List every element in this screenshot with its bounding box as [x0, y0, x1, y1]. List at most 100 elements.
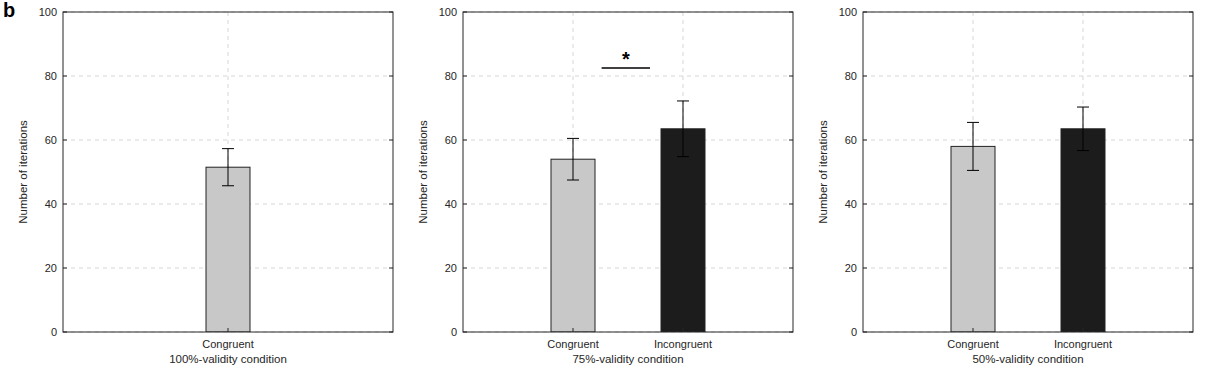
y-tick [463, 268, 467, 269]
y-tick-label: 60 [845, 134, 857, 146]
y-tick-label: 60 [445, 134, 457, 146]
error-cap [1077, 150, 1089, 151]
error-bar [1077, 107, 1089, 151]
bar [1061, 129, 1105, 332]
panel: 020406080100CongruentIncongruent50%-vali… [817, 6, 1193, 365]
y-tick-label: 80 [845, 70, 857, 82]
y-tick [1189, 76, 1193, 77]
grid-line [463, 140, 793, 141]
y-tick [63, 76, 67, 77]
error-cap [567, 138, 579, 139]
y-tick [789, 204, 793, 205]
marks [951, 107, 1105, 332]
y-tick [1189, 140, 1193, 141]
y-tick [63, 12, 67, 13]
x-tick-label: Congruent [547, 338, 598, 350]
y-tick-label: 0 [851, 326, 857, 338]
y-tick [1189, 204, 1193, 205]
y-tick-label: 0 [451, 326, 457, 338]
y-tick-label: 100 [39, 6, 57, 18]
bar [951, 146, 995, 332]
axes-frame [463, 12, 793, 332]
significance-marker: * [622, 48, 630, 70]
x-tick [683, 328, 684, 332]
grid-line [863, 204, 1193, 205]
x-tick [973, 328, 974, 332]
x-tick-label: Congruent [947, 338, 998, 350]
y-tick [389, 332, 393, 333]
plot-area [863, 12, 1193, 332]
error-line [573, 138, 574, 180]
y-tick [1189, 332, 1193, 333]
x-tick [573, 328, 574, 332]
error-line [228, 149, 229, 186]
x-tick [228, 328, 229, 332]
x-tick-label: Incongruent [654, 338, 712, 350]
y-tick [463, 140, 467, 141]
plot-area [63, 12, 393, 332]
panel: 020406080100Congruent100%-validity condi… [3, 0, 393, 365]
error-cap [1077, 107, 1089, 108]
y-tick-label: 20 [445, 262, 457, 274]
y-tick [463, 12, 467, 13]
y-tick [863, 332, 867, 333]
y-tick [789, 12, 793, 13]
y-tick [863, 140, 867, 141]
y-tick [863, 12, 867, 13]
y-axis-label: Number of iterations [17, 120, 29, 224]
y-tick [789, 140, 793, 141]
y-tick-label: 40 [845, 198, 857, 210]
grid-line [463, 268, 793, 269]
y-tick-label: 100 [439, 6, 457, 18]
y-tick-label: 20 [45, 262, 57, 274]
error-bar [222, 149, 234, 186]
grid-line [863, 76, 1193, 77]
bar [551, 159, 595, 332]
y-tick [389, 12, 393, 13]
bar [661, 129, 705, 332]
x-axis-label: 50%-validity condition [972, 353, 1083, 365]
figure: 0 20 40 60 80 100 Congruent 100%-validity condi… [0, 0, 1206, 378]
grid-line [863, 268, 1193, 269]
y-tick [789, 76, 793, 77]
grid-line [463, 76, 793, 77]
marks [551, 101, 705, 332]
y-tick [63, 140, 67, 141]
axes-frame [63, 12, 393, 332]
x-tick [1083, 328, 1084, 332]
bar [206, 167, 250, 332]
x-tick-label: Incongruent [1054, 338, 1112, 350]
error-cap [677, 100, 689, 101]
error-line [1083, 107, 1084, 151]
y-tick-label: 20 [845, 262, 857, 274]
plot-area [463, 12, 793, 332]
panel-label: b [3, 0, 15, 21]
error-bar [567, 138, 579, 180]
y-tick [789, 332, 793, 333]
error-bar [677, 101, 689, 157]
y-tick [63, 204, 67, 205]
y-tick [463, 332, 467, 333]
y-tick [389, 140, 393, 141]
y-tick [789, 268, 793, 269]
y-tick-label: 80 [45, 70, 57, 82]
y-tick-label: 0 [51, 326, 57, 338]
error-line [973, 122, 974, 170]
grid-line [863, 140, 1193, 141]
error-cap [222, 185, 234, 186]
x-axis-label: 75%-validity condition [572, 353, 683, 365]
y-tick [463, 204, 467, 205]
y-tick [389, 268, 393, 269]
y-tick [63, 268, 67, 269]
y-tick [863, 204, 867, 205]
y-tick-label: 60 [45, 134, 57, 146]
y-tick [863, 268, 867, 269]
error-cap [967, 170, 979, 171]
panel: 020406080100CongruentIncongruent75%-vali… [417, 6, 793, 365]
y-tick-label: 40 [45, 198, 57, 210]
error-cap [677, 156, 689, 157]
y-axis-label: Number of iterations [817, 120, 829, 224]
y-tick [463, 76, 467, 77]
y-tick [863, 76, 867, 77]
x-axis-label: 100%-validity condition [169, 353, 287, 365]
